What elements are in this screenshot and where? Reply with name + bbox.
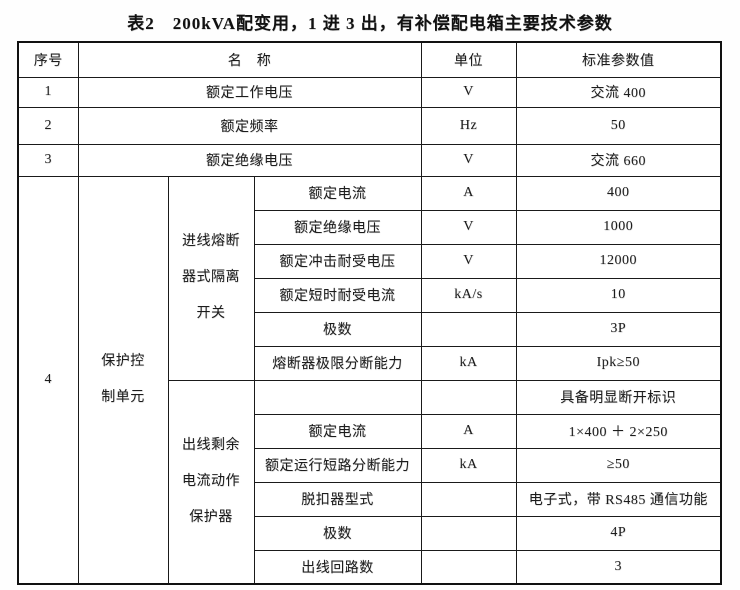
header-unit: 单位 [420,41,517,78]
param-name-cell [253,379,422,415]
value-cell: 50 [515,106,722,145]
value-cell: 10 [515,277,722,313]
unit-cell: kA [420,447,517,483]
param-name-cell: 脱扣器型式 [253,481,422,517]
category-label: 保护控制单元 [101,353,145,405]
table-row: 2 额定频率 Hz 50 [17,106,722,145]
value-cell: 3P [515,311,722,347]
param-name-cell: 额定绝缘电压 [253,209,422,245]
table-row: 3 额定绝缘电压 V 交流 660 [17,143,722,177]
param-name-cell: 额定频率 [77,106,422,145]
param-name-cell: 极数 [253,515,422,551]
row-no: 1 [17,76,79,108]
unit-cell: Hz [420,106,517,145]
value-cell: 1×400 ＋ 2×250 [515,413,722,449]
param-name-cell: 出线回路数 [253,549,422,585]
unit-cell: kA [420,345,517,381]
value-cell: 12000 [515,243,722,279]
unit-cell [420,379,517,415]
unit-cell: V [420,209,517,245]
unit-cell: V [420,76,517,108]
category-cell: 保护控制单元 [77,175,169,585]
unit-cell [420,549,517,585]
table-row: 极数 3P [18,311,722,347]
unit-cell [420,481,517,517]
table-row: 出线回路数 3 [18,549,722,585]
value-cell: Ipk≥50 [515,345,722,381]
value-cell: 具备明显断开标识 [515,379,722,415]
param-name-cell: 额定运行短路分断能力 [253,447,422,483]
param-name-cell: 额定工作电压 [77,76,422,108]
value-cell: 电子式，带 RS485 通信功能 [515,481,722,517]
param-name-cell: 额定电流 [253,175,422,211]
value-cell: 3 [515,549,722,585]
value-cell: 400 [515,175,722,211]
table-title: 表2 200kVA配变用，1 进 3 出，有补偿配电箱主要技术参数 [127,14,613,33]
subgroup-label: 进线熔断器式隔离开关 [181,234,240,321]
value-cell: ≥50 [515,447,722,483]
value-cell: 交流 660 [515,143,722,177]
table-row: 额定运行短路分断能力 kA ≥50 [18,447,722,483]
table-row: 额定短时耐受电流 kA/s 10 [18,277,722,313]
header-name: 名 称 [77,41,422,78]
table-row: 4 保护控制单元 进线熔断器式隔离开关 额定电流 A 400 [17,175,722,585]
row-no: 3 [17,143,79,177]
param-name-cell: 极数 [253,311,422,347]
header-no: 序号 [17,41,79,78]
unit-cell: V [420,143,517,177]
row-no: 4 [17,175,79,585]
subgroup-cell: 出线剩余电流动作保护器 [167,379,255,585]
table-row: 出线剩余电流动作保护器 具备明显断开标识 [18,379,722,585]
table-row: 额定绝缘电压 V 1000 [18,209,722,245]
header-value: 标准参数值 [515,41,722,78]
table-row: 1 额定工作电压 V 交流 400 [17,76,722,108]
unit-cell: A [420,175,517,211]
unit-cell: kA/s [420,277,517,313]
value-cell: 1000 [515,209,722,245]
param-name-cell: 额定绝缘电压 [77,143,422,177]
value-cell: 4P [515,515,722,551]
unit-cell: V [420,243,517,279]
param-name-cell: 额定电流 [253,413,422,449]
table-row: 额定电流 A 1×400 ＋ 2×250 [18,413,722,449]
row-no: 2 [17,106,79,145]
unit-cell [420,515,517,551]
unit-cell [420,311,517,347]
table-row: 脱扣器型式 电子式，带 RS485 通信功能 [18,481,722,517]
subgroup-label: 出线剩余电流动作保护器 [181,437,240,525]
param-name-cell: 熔断器极限分断能力 [253,345,422,381]
header-row: 序号 名 称 单位 标准参数值 [17,41,722,78]
spec-table: 序号 名 称 单位 标准参数值 1 额定工作电压 V 交流 400 2 额定频率… [17,41,723,585]
unit-cell: A [420,413,517,449]
param-name-cell: 额定冲击耐受电压 [253,243,422,279]
param-name-cell: 额定短时耐受电流 [253,277,422,313]
value-cell: 交流 400 [515,76,722,108]
subgroup-cell: 进线熔断器式隔离开关 [167,175,255,381]
